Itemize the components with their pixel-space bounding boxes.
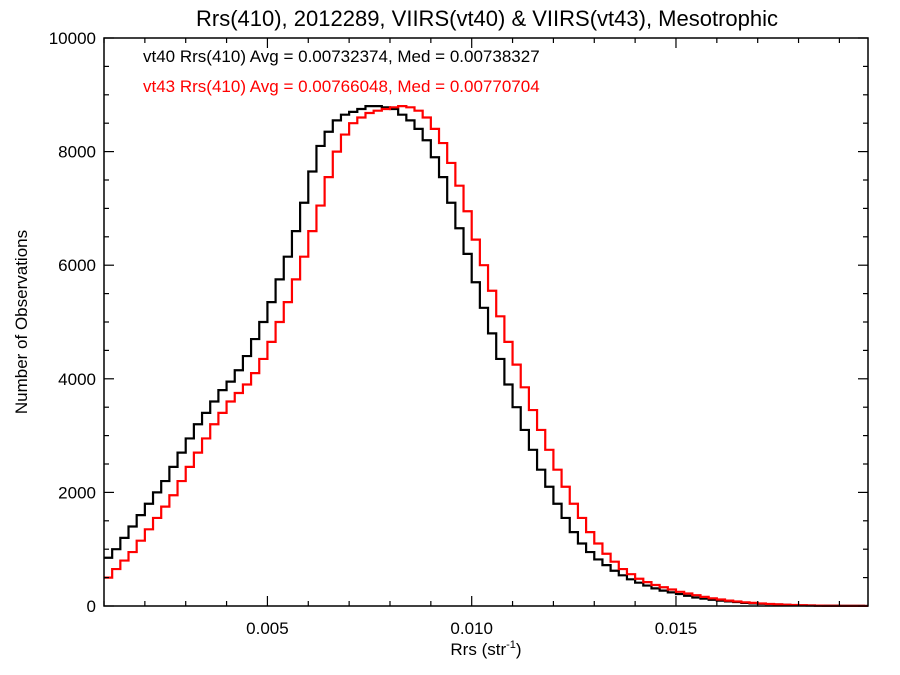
x-tick-label: 0.015: [655, 619, 698, 638]
chart-title: Rrs(410), 2012289, VIIRS(vt40) & VIIRS(v…: [196, 6, 778, 31]
series-line-vt43: [104, 105, 868, 608]
y-tick-label: 6000: [58, 256, 96, 275]
y-axis-label: Number of Observations: [12, 230, 31, 414]
x-axis-label-end: ): [516, 640, 522, 659]
x-tick-label: 0.005: [246, 619, 289, 638]
y-tick-label: 8000: [58, 143, 96, 162]
x-axis-label-superscript: -1: [506, 639, 516, 651]
y-tick-label: 10000: [49, 29, 96, 48]
y-tick-label: 0: [87, 597, 96, 616]
series-line-vt40: [104, 105, 868, 608]
x-axis-label: Rrs (str-1): [450, 639, 521, 659]
y-axis: 0 2000 4000 6000 8000 10000: [49, 29, 868, 616]
legend-entry-vt43: vt43 Rrs(410) Avg = 0.00766048, Med = 0.…: [143, 77, 540, 96]
y-tick-label: 4000: [58, 370, 96, 389]
x-axis: 0.005 0.010 0.015: [103, 38, 841, 638]
legend: vt40 Rrs(410) Avg = 0.00732374, Med = 0.…: [143, 47, 540, 96]
x-axis-label-main: Rrs (str: [450, 640, 506, 659]
legend-entry-vt40: vt40 Rrs(410) Avg = 0.00732374, Med = 0.…: [143, 47, 540, 66]
x-tick-label: 0.010: [450, 619, 493, 638]
plot-frame: [103, 37, 869, 607]
plot-series: [104, 105, 868, 608]
y-tick-label: 2000: [58, 483, 96, 502]
